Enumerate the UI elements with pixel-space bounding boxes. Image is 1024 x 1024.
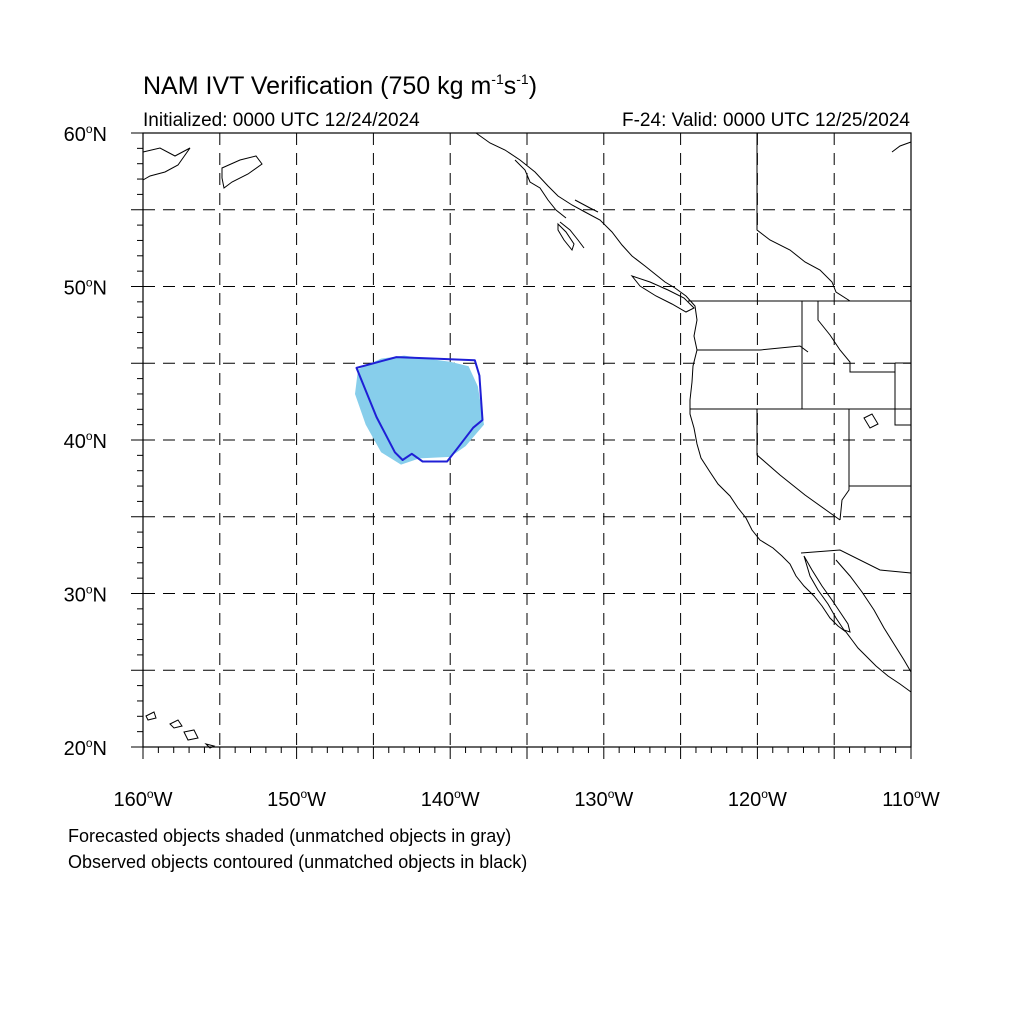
baja-california: [803, 555, 851, 633]
valid-time-label: F-24: Valid: 0000 UTC 12/25/2024: [622, 110, 910, 131]
north-america-coastline: [475, 132, 912, 693]
nevada-ca-border: [756, 409, 841, 521]
observed-objects-note: Observed objects contoured (unmatched ob…: [68, 852, 528, 872]
longitude-label: 120oW: [728, 787, 787, 811]
wa-or-border: [697, 345, 809, 353]
haida-gwaii: [557, 222, 575, 252]
latitude-label: 50oN: [64, 276, 107, 300]
gridlines: [143, 133, 911, 747]
axis-labels: 60oN 50oN 40oN 30oN 20oN 160oW 150oW 140oW 130oW…: [64, 122, 940, 811]
bc-alaska-border: [756, 133, 851, 302]
hawaii-islands: [145, 711, 216, 749]
alaska-peninsula: [142, 147, 191, 181]
great-salt-lake: [863, 413, 879, 429]
latitude-label: 30oN: [64, 583, 107, 607]
longitude-label: 160oW: [114, 787, 173, 811]
vancouver-island: [630, 274, 695, 313]
nevada-az-border: [839, 409, 911, 521]
init-time-label: Initialized: 0000 UTC 12/24/2024: [143, 110, 420, 131]
coastlines-and-borders: [142, 132, 912, 749]
observed-object-contour: [355, 356, 484, 463]
chart-title: NAM IVT Verification (750 kg m-1s-1): [143, 71, 538, 100]
alaska-panhandle-islands: [514, 159, 599, 249]
latitude-label: 20oN: [64, 736, 107, 760]
longitude-label: 130oW: [574, 787, 633, 811]
montana-border: [817, 301, 895, 373]
longitude-label: 110oW: [882, 787, 940, 811]
latitude-label: 60oN: [64, 122, 107, 146]
us-mexico-border: [800, 549, 912, 574]
map-frame: [131, 132, 912, 759]
forecast-objects-note: Forecasted objects shaded (unmatched obj…: [68, 826, 512, 846]
kodiak-island: [221, 155, 263, 189]
gulf-of-california-east-coast: [835, 559, 912, 673]
wyoming-box: [894, 362, 911, 426]
latitude-label: 40oN: [64, 429, 107, 453]
verification-objects: [355, 355, 484, 465]
longitude-label: 150oW: [267, 787, 326, 811]
northeast-corner-land: [891, 141, 912, 153]
longitude-label: 140oW: [421, 787, 480, 811]
